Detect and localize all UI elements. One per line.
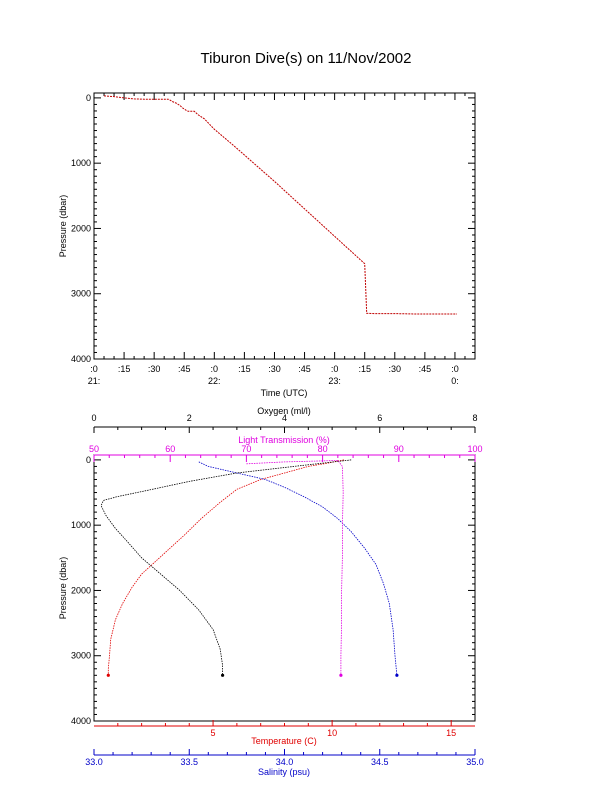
x-tick-label: :0 [90,364,98,374]
y-tick-label: 3000 [71,289,91,299]
x-tick-label: :15 [118,364,131,374]
x-tick-label: :30 [268,364,281,374]
profile-plot-frame [93,454,476,722]
x-tick-label: :15 [238,364,251,374]
y-tick-label: 1000 [71,520,91,530]
y-tick-label: 0 [86,93,91,103]
pressure-time-y-axis: 0 1000 2000 3000 4000 [71,93,475,364]
pressure-time-y-label: Pressure (dbar) [58,195,68,258]
light-axis-label: Light Transmission (%) [238,435,330,445]
chart-title: Tiburon Dive(s) on 11/Nov/2002 [200,50,412,67]
profile-panel: 0 1000 2000 3000 4000 0 2 4 6 8 50 60 70 80 90 100 5 1… [58,406,484,777]
salinity-axis-label: Salinity (psu) [258,767,310,777]
temperature-tick-label: 5 [211,728,216,738]
x-tick-label: :30 [389,364,402,374]
light-tick-label: 50 [89,444,99,454]
x-tick-label: :0 [451,364,459,374]
y-tick-label: 3000 [71,651,91,661]
x-tick-label: :30 [148,364,161,374]
oxygen-bottom-point [221,673,225,677]
y-tick-label: 2000 [71,585,91,595]
light-transmission-axis: 50 60 70 80 90 100 [89,444,483,462]
dive-trace-line [103,95,457,315]
dive-trace [103,95,457,315]
y-tick-label: 2000 [71,223,91,233]
x-tick-label: :45 [178,364,191,374]
x-tick-hour-label: 0: [451,376,459,386]
x-tick-hour-label: 23: [328,376,341,386]
salinity-bottom-point [395,673,399,677]
light-tick-label: 100 [467,444,482,454]
oxygen-axis-label: Oxygen (ml/l) [257,406,311,416]
profile-series [100,459,399,677]
light-tick-label: 90 [394,444,404,454]
y-tick-label: 4000 [71,716,91,726]
y-tick-label: 4000 [71,354,91,364]
temperature-tick-label: 10 [327,728,337,738]
salinity-tick-label: 34.5 [371,757,389,767]
temperature-bottom-point [106,673,110,677]
x-tick-hour-label: 22: [208,376,221,386]
pressure-time-x-axis: :0 21: :15 :30 :45 :0 22: :15 :30 :45 :0 23: :15 :30:… [88,93,466,386]
temperature-profile-line [107,459,345,676]
oxygen-tick-label: 2 [187,413,192,423]
temperature-tick-label: 15 [446,728,456,738]
salinity-profile-line [198,461,398,676]
profile-y-axis: 0 1000 2000 3000 4000 [71,455,475,726]
temperature-axis: 5 10 15 [94,720,475,738]
y-tick-label: 1000 [71,158,91,168]
light-tick-label: 70 [241,444,251,454]
salinity-axis: 33.0 33.5 34.0 34.5 35.0 [85,749,484,767]
oxygen-tick-label: 6 [377,413,382,423]
y-tick-label: 0 [86,455,91,465]
x-tick-label: :15 [358,364,371,374]
x-tick-hour-label: 21: [88,376,101,386]
oxygen-axis: 0 2 4 6 8 [91,413,478,433]
pressure-time-x-label: Time (UTC) [261,388,308,398]
salinity-tick-label: 33.5 [180,757,198,767]
temperature-axis-label: Temperature (C) [251,736,317,746]
profile-y-label: Pressure (dbar) [58,557,68,620]
oxygen-tick-label: 0 [91,413,96,423]
salinity-tick-label: 34.0 [276,757,294,767]
pressure-time-plot-frame [93,92,476,360]
light-tick-label: 60 [165,444,175,454]
x-tick-label: :45 [419,364,432,374]
x-tick-label: :45 [298,364,311,374]
x-tick-label: :0 [211,364,219,374]
light-bottom-point [339,673,343,677]
oxygen-tick-label: 8 [472,413,477,423]
light-profile-line [246,459,344,676]
x-tick-label: :0 [331,364,339,374]
oxygen-profile-line [100,459,352,676]
salinity-tick-label: 35.0 [466,757,484,767]
salinity-tick-label: 33.0 [85,757,103,767]
light-tick-label: 80 [318,444,328,454]
oxygen-tick-label: 4 [282,413,287,423]
pressure-time-panel: 0 1000 2000 3000 4000 :0 21: :15 :30 :45 :0 22: :15… [58,92,476,398]
